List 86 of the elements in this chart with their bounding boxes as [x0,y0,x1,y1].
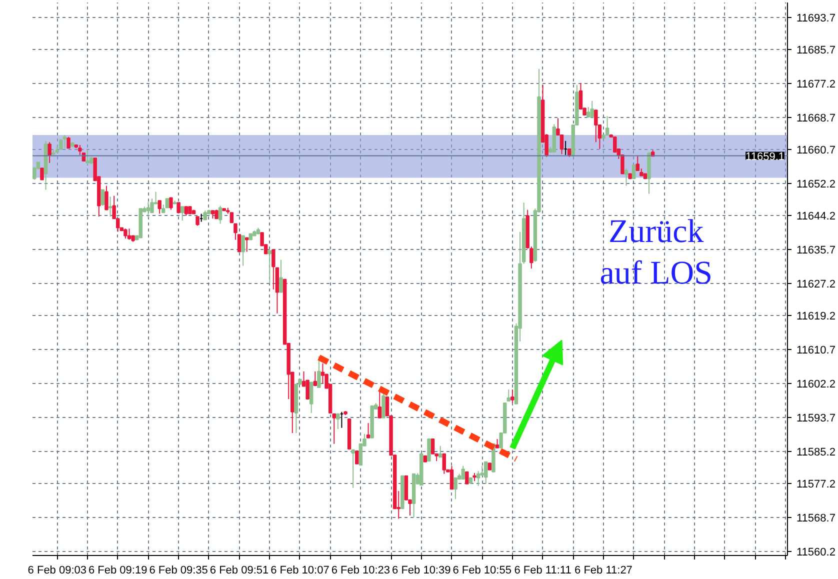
x-tick-label: 6 Feb 11:27 [574,564,632,576]
candlestick [450,465,454,490]
y-tick-label: 11610.7 [796,344,836,356]
candlestick [461,465,465,480]
y-tick-label: 11627.2 [796,278,836,290]
candlestick [169,197,173,210]
candlestick [430,438,435,454]
candlestick [218,205,222,224]
candlestick [100,189,105,206]
candlestick [104,185,108,210]
candlestick [438,445,442,458]
candlestick [332,413,336,444]
x-tick-label: 6 Feb 10:23 [331,564,390,576]
y-tick-label: 11568.7 [796,512,836,524]
y-tick-label: 11677.2 [796,78,836,90]
candlestick [351,449,355,488]
y-tick-label: 11560.2 [796,546,836,558]
candlestick [317,356,321,388]
candlestick [180,206,184,222]
candlestick [244,237,249,252]
candlestick [48,142,52,164]
candlestick [586,106,590,118]
candlestick [594,110,598,143]
y-tick-label: 11685.7 [796,44,836,56]
y-tick-label: 11652.2 [796,178,836,190]
ref-line-label: 11659.1 [746,150,785,163]
candlestick [146,201,150,218]
candlestick [272,249,276,290]
candlestick [62,134,67,149]
y-tick-label: 11577.2 [796,478,836,490]
annotation: Zurück auf LOS [600,214,712,292]
candlestick [176,202,180,214]
y-tick-label: 11585.2 [796,446,836,458]
candlestick [454,477,458,500]
candlestick [237,234,242,252]
candlestick [86,150,90,165]
candlestick [127,228,132,240]
candlestick [66,136,70,149]
x-tick-label: 6 Feb 11:11 [514,564,572,576]
y-tick-label: 11593.7 [796,412,836,424]
candlestick [605,116,610,136]
y-tick-label: 11602.2 [796,378,836,390]
y-tick-label: 11619.2 [796,310,836,322]
y-tick-label: 11693.7 [796,12,836,24]
candlestick [476,470,480,486]
x-tick-label: 6 Feb 09:19 [88,564,148,576]
y-tick-label: 11668.7 [796,112,836,124]
candlestick [590,100,594,118]
candlestick [59,138,63,151]
candlestick [241,235,245,266]
candlestick [40,168,44,180]
y-tick-label: 11635.7 [796,244,836,256]
candlestick [624,168,628,186]
candlestick [309,382,314,414]
candlestick [636,156,640,172]
candlestick [184,206,188,216]
candlestick [124,228,128,240]
x-tick-label: 6 Feb 10:39 [392,564,451,576]
candlestick [382,393,386,418]
candlestick [632,164,636,180]
candlestick [366,422,370,438]
candlestick [355,450,359,464]
candlestick [230,212,234,224]
candlestick [336,413,340,430]
candlestick [313,370,318,386]
candlestick [203,210,207,220]
candlestick [268,250,272,284]
x-tick-label: 6 Feb 09:03 [28,564,87,576]
candlestick [108,196,112,218]
x-tick-label: 6 Feb 10:55 [452,564,512,576]
candlestick [510,388,514,404]
candlestick [196,216,200,226]
x-tick-label: 6 Feb 09:35 [149,564,208,576]
candlestick [506,388,511,402]
x-tick-label: 6 Feb 10:07 [270,564,330,576]
candlestick [613,136,617,153]
y-tick-label: 11660.7 [796,144,836,156]
candlestick [465,471,469,484]
candlestick [378,390,382,418]
x-tick-label: 6 Feb 09:51 [210,564,269,576]
candlestick [484,461,488,484]
candlestick [427,438,431,462]
candlestick [158,200,162,214]
candlestick [279,259,283,293]
candlestick [442,453,446,474]
y-tick-label: 11644.2 [796,210,836,222]
